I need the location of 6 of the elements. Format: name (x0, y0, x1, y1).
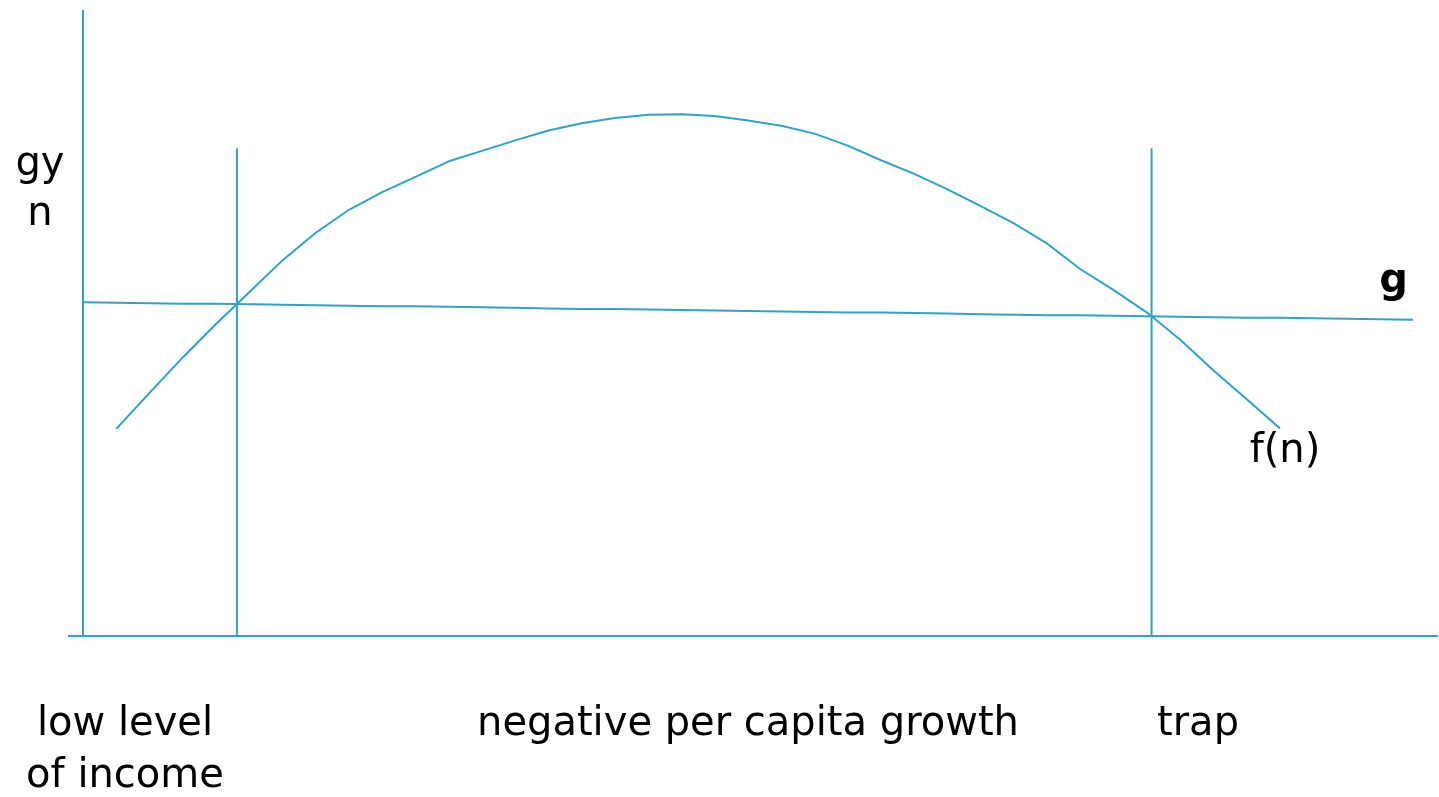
text: trap (1156, 698, 1240, 744)
series-label: f(n) (1249, 424, 1321, 471)
text: negative per capita growth (477, 698, 1019, 744)
series-label: g (1379, 255, 1408, 302)
y-axis-title: gy n (15, 138, 65, 234)
text: low level of income (26, 698, 224, 796)
